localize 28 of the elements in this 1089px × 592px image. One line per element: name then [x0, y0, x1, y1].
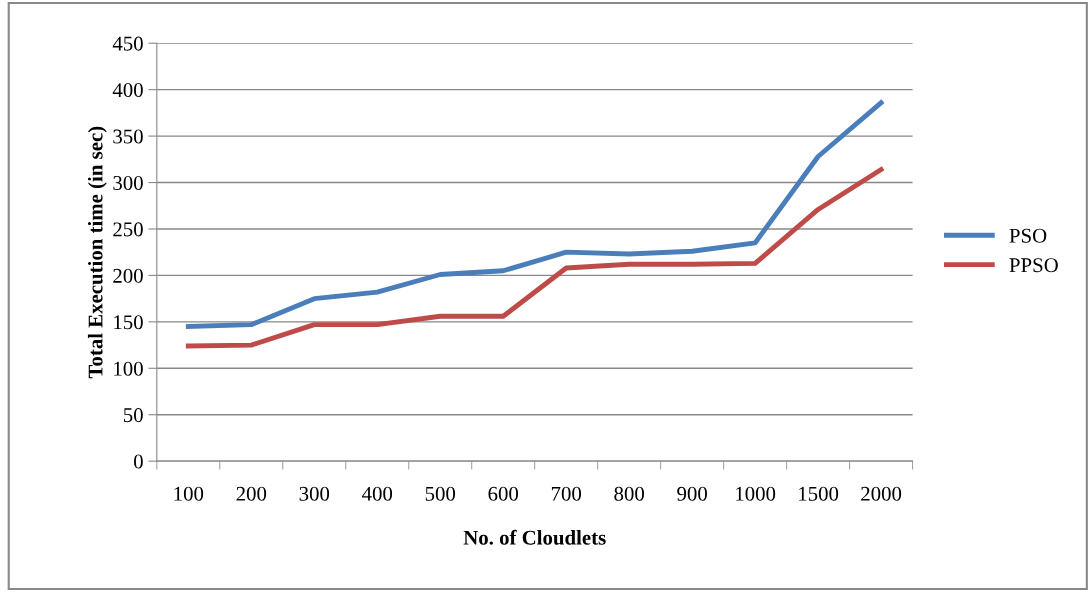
- y-tick-label: 300: [113, 175, 143, 190]
- legend-label: PPSO: [1009, 258, 1058, 273]
- y-tick-label: 0: [134, 454, 143, 469]
- x-tick-label: 400: [362, 486, 393, 501]
- x-tick-label: 200: [236, 486, 267, 501]
- y-tick-label: 100: [114, 361, 143, 376]
- x-tick-label: 300: [299, 486, 330, 501]
- x-tick-label: 600: [488, 486, 519, 501]
- x-axis-title: No. of Cloudlets: [463, 529, 606, 545]
- y-tick-label: 50: [124, 408, 143, 423]
- y-tick-label: 150: [114, 315, 143, 330]
- x-tick-label: 1000: [736, 486, 776, 501]
- x-tick-label: 700: [551, 486, 582, 501]
- x-tick-label: 500: [425, 486, 456, 501]
- y-tick-label: 400: [112, 83, 143, 98]
- y-tick-label: 200: [113, 268, 143, 283]
- x-tick-label: 100: [174, 486, 204, 501]
- x-tick-label: 900: [677, 486, 707, 501]
- x-tick-label: 800: [614, 486, 644, 501]
- y-tick-label: 450: [112, 36, 143, 51]
- x-tick-label: 2000: [861, 486, 902, 501]
- legend-label: PSO: [1009, 228, 1047, 243]
- y-axis-title: Total Execution time (in sec): [87, 126, 107, 379]
- line-series: [185, 167, 884, 349]
- y-tick-label: 250: [113, 222, 143, 237]
- y-tick-label: 350: [113, 129, 143, 144]
- line-series: [185, 100, 884, 329]
- x-tick-label: 1500: [799, 486, 839, 501]
